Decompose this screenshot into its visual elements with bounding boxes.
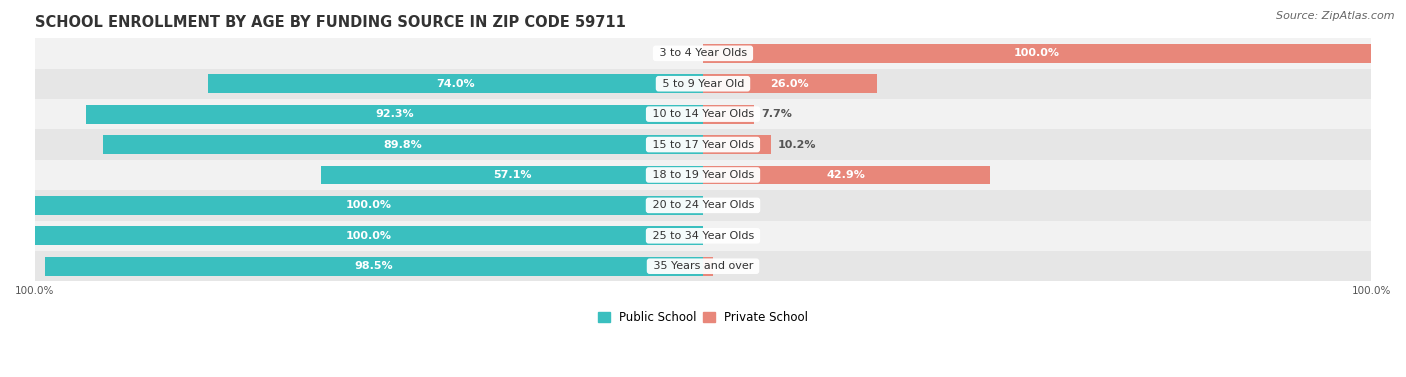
Bar xyxy=(35,251,1371,281)
Text: 1.5%: 1.5% xyxy=(720,261,751,271)
Text: 10.2%: 10.2% xyxy=(778,139,817,150)
Text: 92.3%: 92.3% xyxy=(375,109,413,119)
Text: 20 to 24 Year Olds: 20 to 24 Year Olds xyxy=(648,201,758,210)
Text: 100.0%: 100.0% xyxy=(1014,48,1060,58)
Bar xyxy=(35,99,1371,129)
Bar xyxy=(35,160,1371,190)
Bar xyxy=(703,166,990,184)
Bar xyxy=(703,105,755,124)
Bar xyxy=(703,74,877,93)
Text: 42.9%: 42.9% xyxy=(827,170,866,180)
Bar xyxy=(35,129,1371,160)
Text: 25 to 34 Year Olds: 25 to 34 Year Olds xyxy=(648,231,758,241)
Bar xyxy=(103,135,703,154)
Bar xyxy=(703,44,1371,63)
Bar xyxy=(703,135,770,154)
Text: 100.0%: 100.0% xyxy=(346,231,392,241)
Text: 35 Years and over: 35 Years and over xyxy=(650,261,756,271)
Bar xyxy=(45,257,703,276)
Text: 89.8%: 89.8% xyxy=(384,139,422,150)
Text: Source: ZipAtlas.com: Source: ZipAtlas.com xyxy=(1277,11,1395,21)
Text: 26.0%: 26.0% xyxy=(770,79,810,89)
Text: 7.7%: 7.7% xyxy=(761,109,792,119)
Bar xyxy=(35,190,1371,221)
Bar xyxy=(35,38,1371,69)
Bar xyxy=(35,221,1371,251)
Text: 10 to 14 Year Olds: 10 to 14 Year Olds xyxy=(648,109,758,119)
Text: 100.0%: 100.0% xyxy=(346,201,392,210)
Text: 3 to 4 Year Olds: 3 to 4 Year Olds xyxy=(655,48,751,58)
Text: 18 to 19 Year Olds: 18 to 19 Year Olds xyxy=(648,170,758,180)
Bar xyxy=(322,166,703,184)
Bar xyxy=(703,257,713,276)
Bar xyxy=(35,196,703,215)
Text: 5 to 9 Year Old: 5 to 9 Year Old xyxy=(658,79,748,89)
Text: 98.5%: 98.5% xyxy=(354,261,394,271)
Text: 57.1%: 57.1% xyxy=(494,170,531,180)
Text: SCHOOL ENROLLMENT BY AGE BY FUNDING SOURCE IN ZIP CODE 59711: SCHOOL ENROLLMENT BY AGE BY FUNDING SOUR… xyxy=(35,15,626,30)
Text: 74.0%: 74.0% xyxy=(436,79,475,89)
Legend: Public School, Private School: Public School, Private School xyxy=(593,307,813,329)
Bar xyxy=(35,226,703,245)
Bar xyxy=(208,74,703,93)
Bar xyxy=(86,105,703,124)
Bar xyxy=(35,69,1371,99)
Text: 15 to 17 Year Olds: 15 to 17 Year Olds xyxy=(648,139,758,150)
